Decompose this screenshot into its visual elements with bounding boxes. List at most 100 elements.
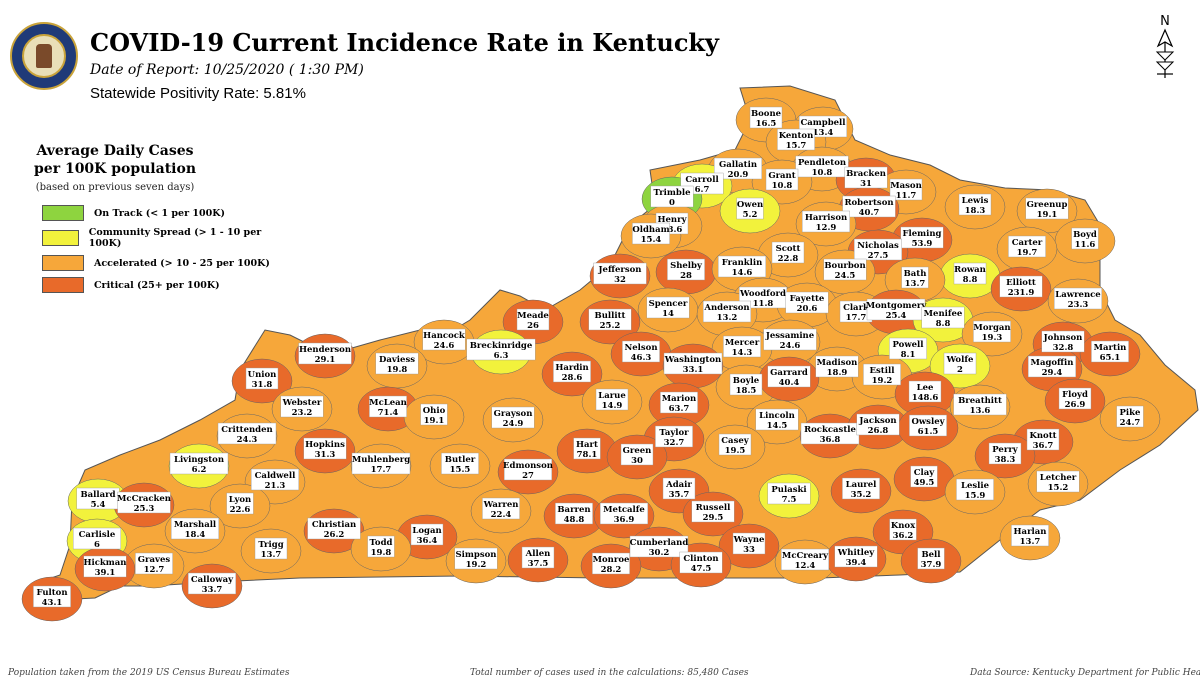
county-value: 36.4 [417, 536, 438, 546]
county-label-box [217, 422, 277, 445]
county-value: 11.6 [1075, 240, 1096, 250]
county-label-box [958, 193, 992, 216]
county-value: 16.5 [756, 119, 777, 129]
county-name: Boyle [733, 376, 760, 386]
county-label-box [573, 437, 601, 460]
county-name: Fulton [36, 588, 67, 598]
legend-swatch-on-track [42, 205, 84, 221]
county-label-box [655, 425, 693, 448]
county-value: 32.7 [664, 438, 685, 448]
county-label-box [988, 442, 1022, 465]
north-label: N [1160, 14, 1170, 29]
county-value: 33 [743, 545, 755, 555]
county-label-box [765, 168, 799, 191]
county-label-box [1116, 405, 1144, 428]
county-value: 14.6 [732, 268, 753, 278]
county-name: Letcher [1040, 473, 1077, 483]
county-value: 13.4 [813, 128, 834, 138]
county-label-box [117, 491, 171, 514]
county-value: 13.7 [1020, 537, 1041, 547]
legend-item-on-track: On Track (< 1 per 100K) [30, 205, 270, 221]
county-name: Marshall [174, 520, 217, 530]
county-name: Owsley [911, 417, 945, 427]
footer-cases-note: Total number of cases used in the calcul… [470, 668, 749, 678]
county-value: 26 [527, 321, 539, 331]
county-label-box [1011, 524, 1049, 547]
county-label-box [771, 241, 805, 264]
county-value: 24.7 [1120, 418, 1141, 428]
legend-label-critical: Critical (25+ per 100K) [94, 279, 220, 291]
county-name: Harrison [805, 213, 847, 223]
county-label-box [1053, 287, 1102, 310]
county-value: 5.4 [91, 500, 106, 510]
county-label-box [280, 395, 324, 418]
county-label-box [600, 502, 649, 525]
county-label-box [650, 185, 694, 208]
county-value: 61.5 [918, 427, 939, 437]
county-name: Boyd [1073, 230, 1097, 240]
county-label-box [660, 391, 698, 414]
county-name: Clark [843, 303, 870, 313]
county-label-box [593, 262, 647, 285]
county-label-box [777, 128, 815, 151]
county-name: Robertson [844, 198, 893, 208]
county-value: 23.2 [292, 408, 313, 418]
county-label-box [592, 552, 630, 575]
county-value: 231.9 [1008, 288, 1035, 298]
county-label-box [516, 308, 550, 331]
county-name: Grant [768, 171, 795, 181]
county-value: 15.4 [641, 235, 662, 245]
county-label-box [889, 178, 923, 201]
county-value: 19.1 [1037, 210, 1058, 220]
county-label-box [307, 517, 361, 540]
footer-population-note: Population taken from the 2019 US Census… [8, 668, 290, 678]
county-label-box [908, 380, 942, 403]
county-value: 19.8 [387, 365, 408, 375]
county-name: Trimble [654, 188, 692, 198]
county-value: 8.1 [901, 350, 916, 360]
county-value: 31 [860, 179, 872, 189]
county-value: 20.6 [797, 304, 818, 314]
county-value: 22.8 [778, 254, 799, 264]
county-name: Todd [370, 538, 393, 548]
county-name: Jessamine [765, 331, 815, 341]
county-value: 39.4 [846, 558, 867, 568]
county-label-box [555, 502, 593, 525]
county-name: Menifee [924, 309, 963, 319]
county-name: Carter [1012, 238, 1043, 248]
county-value: 25.4 [886, 311, 907, 321]
county-label-box [729, 373, 763, 396]
county-label-box [1036, 470, 1080, 493]
county-name: Christian [312, 520, 356, 530]
county-value: 38.3 [995, 455, 1016, 465]
county-label-box [732, 532, 766, 555]
county-name: Mercer [725, 338, 760, 348]
county-value: 18.9 [827, 368, 848, 378]
